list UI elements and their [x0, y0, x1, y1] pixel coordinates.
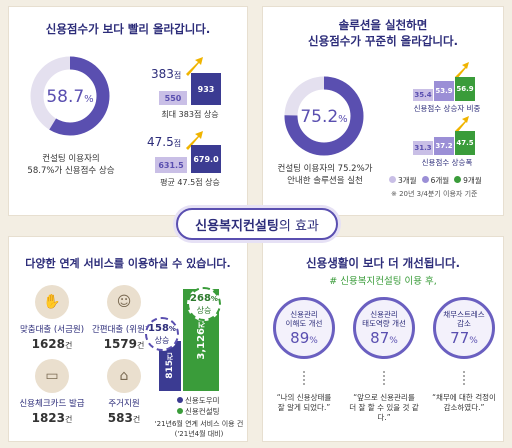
- donut-chart: [284, 76, 364, 156]
- legend: 신용도우미 신용컨설팅: [177, 395, 220, 417]
- max-before-bar: 550: [159, 91, 187, 105]
- group2-label: 신용점수 상승폭: [421, 158, 473, 167]
- service-count: 1579건: [103, 337, 145, 351]
- up-arrow-icon: [186, 131, 203, 150]
- group1-bar-3m: 35.4: [413, 89, 433, 101]
- panel-subtitle: # 신용복지컨설팅 이용 후,: [329, 276, 437, 287]
- up-arrow-icon: [186, 57, 203, 76]
- stat-circle: 신용관리 태도역량 개선 87%: [353, 297, 415, 359]
- quote: “앞으로 신용관리를 더 잘 할 수 있을 것 같다.”: [349, 393, 419, 422]
- credit-score-panel: 신용점수가 보다 빨리 올라갑니다. 58.7% 컨설팅 이용자의 58.7%가…: [8, 6, 248, 216]
- avg-before-bar: 631.5: [155, 157, 187, 173]
- avg-rise-value: 47.5점: [147, 135, 182, 149]
- quote: “나의 신용상태를 잘 알게 되었다.”: [276, 393, 332, 412]
- avg-label: 평균 47.5점 상승: [160, 178, 220, 187]
- group1-label: 신용점수 상승자 비중: [413, 104, 481, 113]
- dotted-connector: [303, 371, 305, 385]
- service-count: 583건: [107, 411, 141, 425]
- dotted-connector: [463, 371, 465, 385]
- up-arrow-icon: [455, 62, 469, 79]
- credit-life-panel: 신용생활이 보다 더 개선됩니다. # 신용복지컨설팅 이용 후, 신용관리 이해…: [262, 236, 504, 442]
- panel-title-line1: 솔루션을 실천하면: [338, 18, 428, 32]
- service-label: 맞춤대출 (서금원): [19, 325, 85, 335]
- linked-services-panel: 다양한 연계 서비스를 이용하실 수 있습니다. ✋ 맞춤대출 (서금원) 16…: [8, 236, 248, 442]
- donut-caption: 컨설팅 이용자의 75.2%가 안내한 솔루션을 실천: [277, 164, 373, 186]
- person-coin-icon: ☺: [107, 285, 141, 319]
- group1-bar-6m: 53.9: [434, 81, 454, 101]
- legend-item: 신용도우미: [177, 395, 220, 406]
- donut-chart: [30, 56, 110, 136]
- banner-bold: 신용복지컨설팅: [195, 218, 279, 234]
- service-count: 1628건: [31, 337, 73, 351]
- max-rise-value: 383점: [151, 67, 182, 81]
- service-label: 주거지원: [108, 399, 140, 409]
- group1-bar-9m: 56.9: [455, 77, 475, 101]
- avg-after-bar: 679.0: [191, 145, 221, 173]
- footnote: '21년6월 연계 서비스 이용 건 ('21년4월 대비): [154, 420, 244, 438]
- service-label: 간편대출 (위원회): [91, 325, 157, 335]
- legend-item: 9개월: [454, 175, 482, 186]
- panel-title: 신용점수가 보다 빨리 올라갑니다.: [45, 22, 211, 36]
- before-bar: 815건: [159, 341, 181, 391]
- panel-title: 신용생활이 보다 더 개선됩니다.: [306, 256, 460, 270]
- banner-rest: 의 효과: [278, 218, 319, 234]
- credit-card-icon: ▭: [35, 359, 69, 393]
- house-icon: ⌂: [107, 359, 141, 393]
- group2-bar-9m: 47.5: [455, 131, 475, 155]
- group2-bar-6m: 37.2: [434, 137, 454, 155]
- legend-item: 신용컨설팅: [177, 406, 220, 417]
- max-label: 최대 383점 상승: [161, 110, 219, 119]
- panel-title-line2: 신용점수가 꾸준히 올라갑니다.: [308, 34, 458, 48]
- solution-panel: 솔루션을 실천하면 신용점수가 꾸준히 올라갑니다. 75.2% 컨설팅 이용자…: [262, 6, 504, 216]
- legend: 3개월 6개월 9개월: [389, 175, 482, 186]
- badge-158: 158% 상승: [145, 317, 179, 351]
- up-arrow-icon: [455, 116, 469, 133]
- service-count: 1823건: [31, 411, 73, 425]
- donut-value: 58.7%: [46, 87, 94, 107]
- donut-value: 75.2%: [300, 107, 348, 127]
- max-after-bar: 933: [191, 73, 221, 105]
- quote: “채무에 대한 걱정이 감소하였다.”: [432, 393, 496, 412]
- service-label: 신용체크카드 발급: [19, 399, 85, 409]
- badge-268: 268% 상승: [187, 287, 221, 321]
- donut-caption: 컨설팅 이용자의 58.7%가 신용점수 상승: [27, 154, 115, 176]
- section-banner: 신용복지컨설팅 의 효과: [176, 208, 338, 240]
- legend-item: 3개월: [389, 175, 417, 186]
- legend-item: 6개월: [421, 175, 449, 186]
- stat-circle: 신용관리 이해도 개선 89%: [273, 297, 335, 359]
- dotted-connector: [383, 371, 385, 385]
- stat-circle: 채무스트레스 감소 77%: [433, 297, 495, 359]
- footnote: ※ 20년 3/4분기 이용자 기준: [391, 190, 478, 198]
- hands-money-icon: ✋: [35, 285, 69, 319]
- panel-title: 다양한 연계 서비스를 이용하실 수 있습니다.: [25, 257, 231, 270]
- group2-bar-3m: 31.3: [413, 141, 433, 155]
